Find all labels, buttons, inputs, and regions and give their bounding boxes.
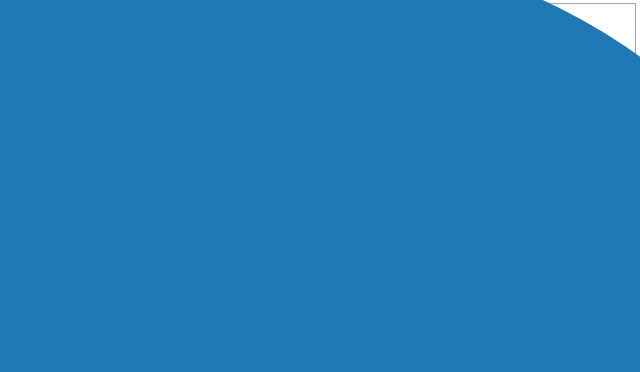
Text: 14077R: 14077R xyxy=(230,141,259,150)
Text: B: B xyxy=(323,292,329,301)
Text: N: N xyxy=(10,128,17,137)
Text: FRONT: FRONT xyxy=(552,85,582,95)
Text: 11926: 11926 xyxy=(282,130,307,139)
Circle shape xyxy=(150,274,165,283)
Text: I1925M: I1925M xyxy=(199,39,231,48)
Circle shape xyxy=(338,287,353,296)
Circle shape xyxy=(541,289,554,297)
Text: 11911G: 11911G xyxy=(231,130,260,139)
Text: 11931+A: 11931+A xyxy=(94,143,129,152)
Text: 11910: 11910 xyxy=(384,278,409,286)
Circle shape xyxy=(151,245,164,253)
Circle shape xyxy=(185,252,200,260)
Text: 11910AA: 11910AA xyxy=(556,196,591,205)
Text: 11935M: 11935M xyxy=(250,226,282,235)
Text: B: B xyxy=(131,284,136,293)
Circle shape xyxy=(275,188,358,236)
Text: B 08126-8201E: B 08126-8201E xyxy=(118,287,178,296)
Text: 11927: 11927 xyxy=(132,130,157,139)
Text: JP75000B: JP75000B xyxy=(546,337,586,346)
Text: I1932: I1932 xyxy=(164,152,189,161)
Text: SEC.274: SEC.274 xyxy=(419,326,454,335)
Text: B 08126-8201E: B 08126-8201E xyxy=(309,294,369,303)
Polygon shape xyxy=(527,182,556,297)
Circle shape xyxy=(117,242,134,252)
Polygon shape xyxy=(409,182,527,297)
Circle shape xyxy=(399,197,540,278)
Text: （2）: （2） xyxy=(337,304,351,313)
Circle shape xyxy=(190,227,195,230)
Text: N 08911-3401A: N 08911-3401A xyxy=(24,128,84,137)
Circle shape xyxy=(292,198,341,226)
Circle shape xyxy=(343,290,348,293)
Circle shape xyxy=(190,255,195,258)
Text: （1）: （1） xyxy=(30,139,44,148)
Circle shape xyxy=(185,224,200,233)
Circle shape xyxy=(540,199,552,206)
Circle shape xyxy=(155,277,160,280)
Circle shape xyxy=(241,167,394,256)
Text: 11931: 11931 xyxy=(253,169,278,177)
Circle shape xyxy=(422,210,518,265)
Text: 11935U: 11935U xyxy=(191,141,221,150)
Text: 11929: 11929 xyxy=(56,154,81,163)
Text: 11910A: 11910A xyxy=(460,331,490,340)
Circle shape xyxy=(91,241,109,253)
Text: 11735: 11735 xyxy=(358,278,383,286)
Circle shape xyxy=(444,223,495,253)
Text: （3）: （3） xyxy=(145,297,159,306)
Text: I1930: I1930 xyxy=(164,141,189,150)
Text: 11925G: 11925G xyxy=(189,130,220,139)
